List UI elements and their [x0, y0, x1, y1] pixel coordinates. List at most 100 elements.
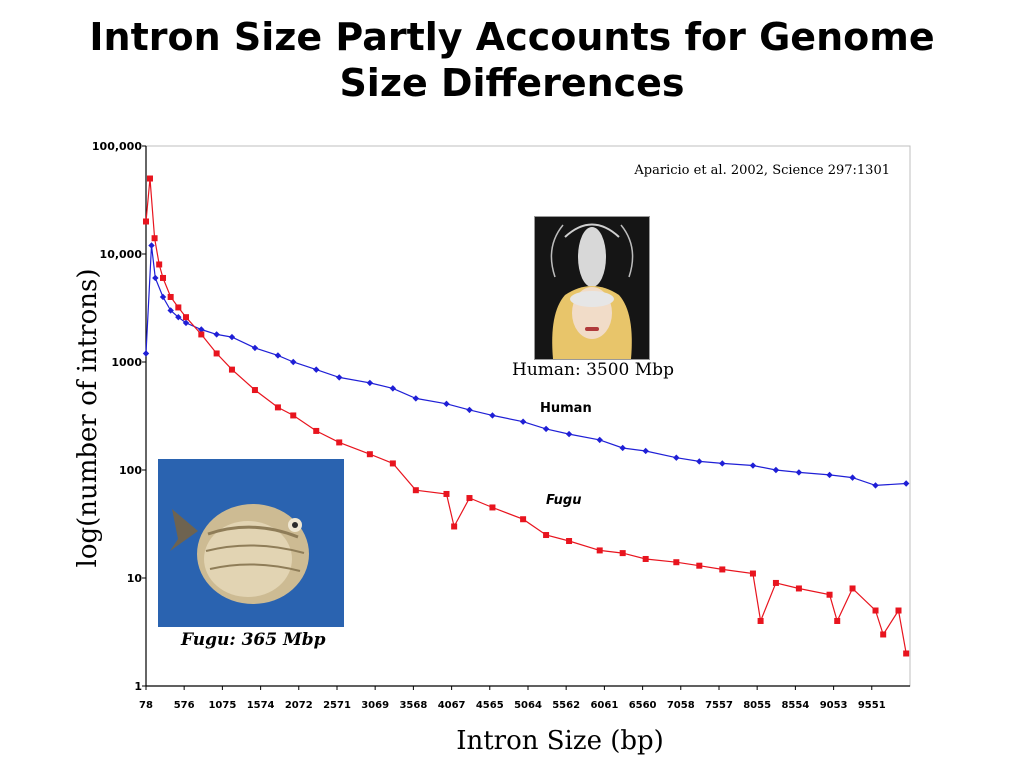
data-point-human	[142, 350, 150, 357]
data-point-fugu	[151, 235, 158, 242]
data-point-fugu	[167, 293, 174, 300]
data-point-fugu	[156, 261, 163, 268]
x-tick-label: 1574	[247, 700, 275, 711]
data-point-human	[642, 447, 649, 455]
series-layer	[142, 175, 910, 657]
data-point-human	[198, 326, 205, 333]
person-with-lobster-headpiece-icon	[535, 217, 649, 359]
data-point-fugu	[849, 585, 856, 592]
data-point-fugu	[366, 451, 373, 458]
data-point-fugu	[596, 547, 603, 554]
data-point-fugu	[313, 427, 320, 434]
data-point-human	[313, 366, 320, 373]
data-point-human	[228, 333, 236, 341]
data-point-human	[542, 425, 550, 433]
x-tick-label: 2571	[323, 700, 351, 711]
data-point-fugu	[143, 218, 149, 225]
data-point-fugu	[466, 495, 473, 502]
data-point-fugu	[290, 412, 297, 419]
y-tick-label: 1	[134, 680, 142, 693]
data-point-fugu	[451, 523, 458, 530]
data-point-human	[619, 444, 626, 452]
data-point-human	[152, 274, 159, 282]
y-tick-label: 10,000	[100, 248, 143, 261]
x-tick-label: 576	[174, 700, 195, 711]
data-point-fugu	[228, 366, 235, 373]
y-tick-label: 100	[119, 464, 142, 477]
data-point-human	[366, 379, 374, 387]
data-point-fugu	[880, 631, 887, 638]
y-axis-label: log(number of introns)	[73, 268, 103, 568]
fugu-caption: Fugu: 365 Mbp	[181, 630, 326, 650]
data-point-fugu	[520, 516, 527, 523]
citation-text: Aparicio et al. 2002, Science 297:1301	[633, 163, 890, 178]
data-point-fugu	[619, 550, 626, 557]
x-tick-label: 9551	[858, 700, 886, 711]
x-tick-label: 5064	[514, 700, 542, 711]
data-point-fugu	[389, 460, 396, 467]
data-point-human	[251, 344, 259, 352]
data-point-fugu	[146, 175, 153, 182]
data-point-human	[443, 400, 450, 408]
x-tick-label: 3069	[361, 700, 389, 711]
data-point-human	[719, 460, 726, 467]
x-axis-label: Intron Size (bp)	[456, 726, 664, 756]
x-tick-label: 3568	[399, 700, 427, 711]
data-point-fugu	[160, 274, 167, 281]
data-point-fugu	[895, 607, 902, 614]
data-point-fugu	[772, 579, 779, 586]
human-photo	[534, 216, 650, 360]
x-tick-label: 6560	[629, 700, 657, 711]
x-tick-label: 8554	[781, 700, 809, 711]
series-fugu	[143, 175, 910, 657]
data-point-human	[159, 293, 167, 301]
data-point-fugu	[443, 490, 450, 497]
y-tick-label: 100,000	[92, 140, 142, 153]
x-tick-label: 4067	[438, 700, 466, 711]
data-point-fugu	[213, 350, 220, 357]
data-point-human	[772, 466, 780, 474]
x-tick-label: 2072	[285, 700, 313, 711]
y-axis-ticks: 1 10 100 1000 10,000 100,000	[92, 140, 146, 693]
data-point-human	[795, 469, 803, 476]
pufferfish-icon	[158, 459, 344, 627]
data-point-human	[596, 436, 603, 444]
data-point-fugu	[175, 304, 182, 311]
data-point-human	[849, 474, 856, 481]
data-point-human	[466, 406, 473, 414]
data-point-fugu	[872, 607, 879, 614]
y-tick-label: 10	[127, 572, 143, 585]
data-point-human	[412, 395, 420, 402]
data-point-human	[175, 313, 182, 321]
data-point-human	[489, 412, 496, 419]
x-tick-label: 7557	[705, 700, 733, 711]
data-point-fugu	[566, 538, 573, 545]
data-point-human	[673, 454, 680, 461]
data-point-fugu	[412, 487, 419, 494]
fugu-photo	[158, 459, 344, 627]
series-annotation-fugu: Fugu	[546, 493, 581, 508]
x-axis-ticks: 78 576 1075 1574 2072 2571 3069 3568 4067 4565 506…	[139, 686, 886, 711]
data-point-fugu	[903, 650, 910, 657]
title-line-2: Size Differences	[339, 61, 685, 105]
data-point-fugu	[749, 570, 756, 577]
data-point-human	[290, 358, 297, 366]
data-point-human	[696, 458, 703, 465]
data-point-human	[519, 418, 527, 425]
x-tick-label: 78	[139, 700, 153, 711]
data-point-human	[902, 480, 910, 487]
data-point-human	[749, 462, 757, 469]
data-point-fugu	[834, 617, 841, 624]
data-point-fugu	[489, 504, 496, 511]
data-point-human	[565, 430, 573, 438]
slide-title: Intron Size Partly Accounts for Genome S…	[0, 14, 1024, 106]
data-point-fugu	[251, 387, 258, 394]
x-tick-label: 7058	[667, 700, 695, 711]
data-point-fugu	[719, 566, 726, 573]
data-point-fugu	[336, 439, 343, 446]
x-tick-label: 1075	[208, 700, 236, 711]
data-point-fugu	[696, 562, 703, 569]
y-tick-label: 1000	[111, 356, 142, 369]
